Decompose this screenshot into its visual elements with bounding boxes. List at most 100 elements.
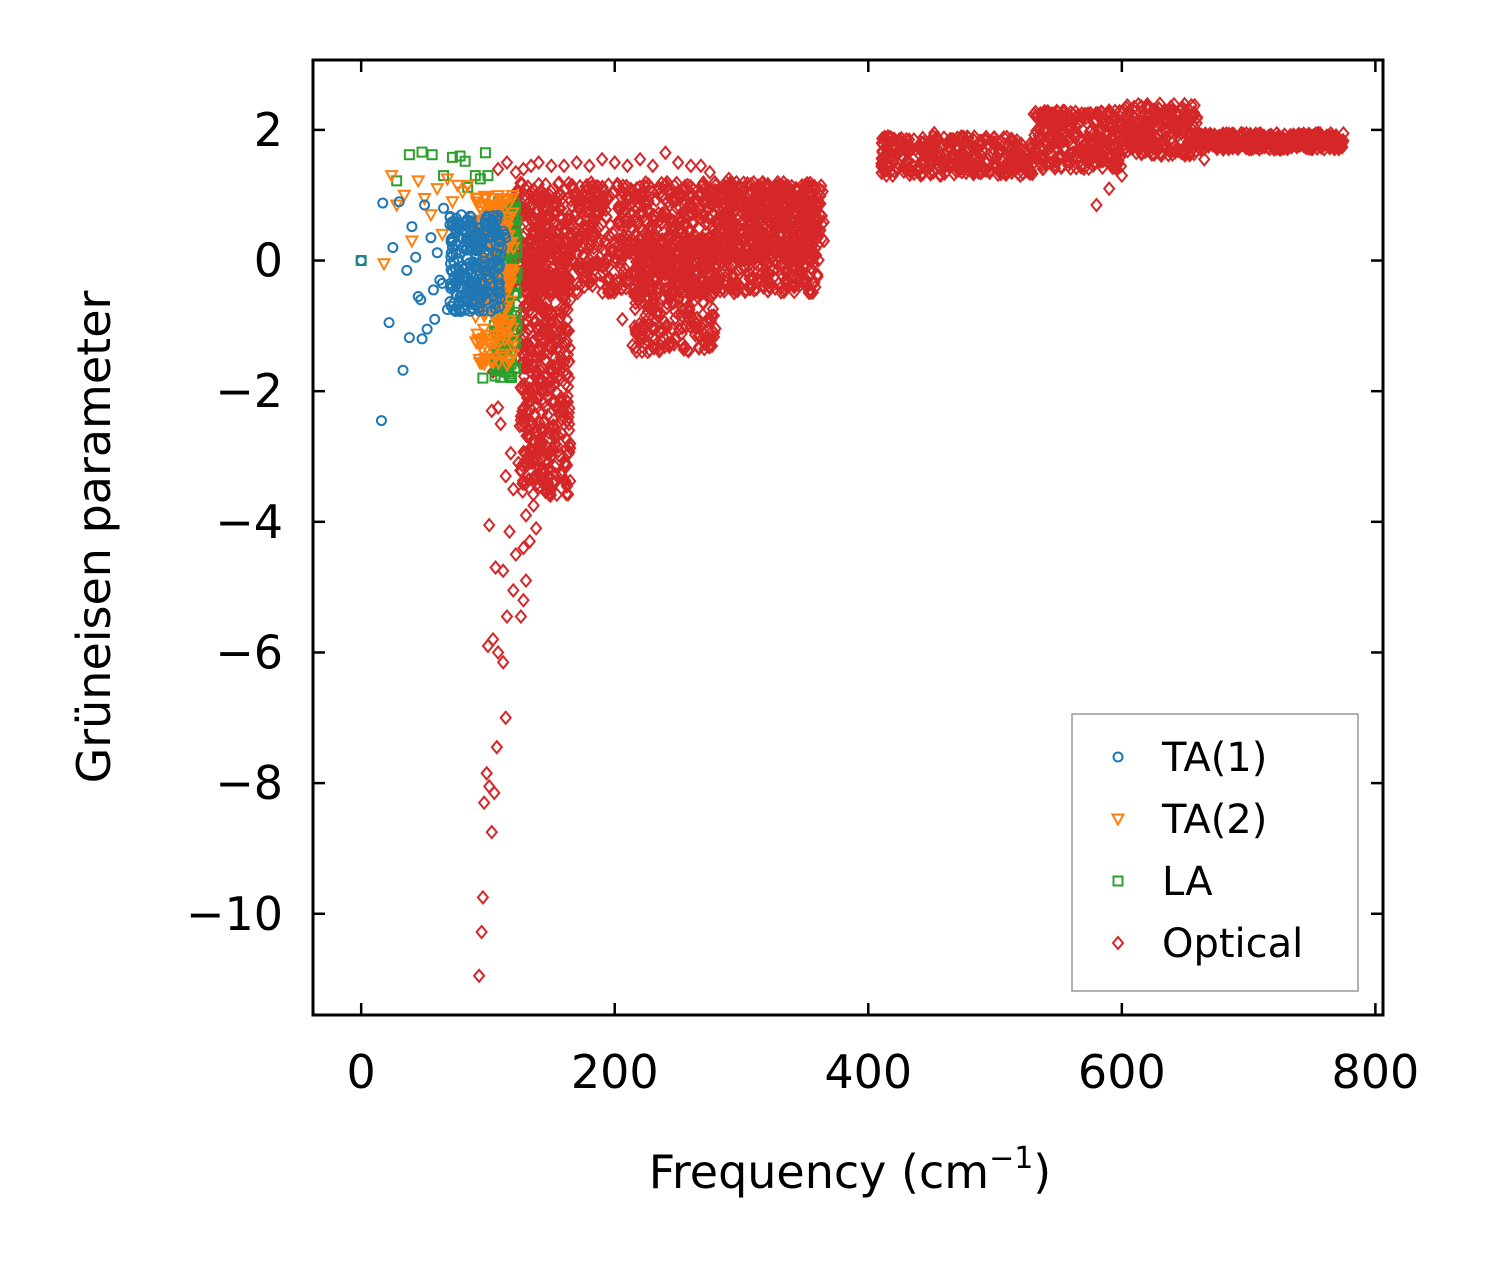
data-point	[685, 287, 699, 303]
data-point	[548, 350, 562, 366]
data-point	[460, 179, 475, 193]
data-point	[1117, 141, 1130, 158]
data-point	[530, 425, 543, 441]
data-point	[538, 302, 552, 318]
data-point	[767, 269, 781, 285]
data-point	[505, 192, 520, 206]
data-point	[1270, 125, 1284, 141]
data-point	[519, 507, 533, 523]
data-point	[639, 336, 653, 352]
data-point	[616, 264, 630, 280]
data-point	[533, 443, 547, 459]
data-point	[505, 348, 520, 362]
data-point	[491, 644, 505, 661]
data-point	[1115, 168, 1129, 184]
data-point	[960, 129, 974, 145]
data-point	[660, 317, 674, 333]
data-point	[609, 272, 622, 288]
data-point	[444, 219, 456, 231]
data-point	[579, 238, 592, 254]
data-point	[532, 389, 546, 406]
data-point	[517, 368, 531, 384]
data-point	[1167, 96, 1181, 112]
data-point	[562, 416, 576, 432]
data-point	[697, 195, 710, 211]
legend-label: TA(2)	[1161, 797, 1267, 843]
data-point	[557, 409, 570, 425]
data-point	[561, 378, 575, 395]
data-point	[1155, 146, 1168, 162]
data-point	[639, 260, 653, 276]
data-point	[645, 287, 659, 303]
data-point	[519, 573, 533, 589]
data-point	[427, 284, 439, 296]
data-point	[552, 312, 566, 328]
data-point	[881, 141, 894, 157]
data-point	[498, 228, 510, 240]
data-point	[446, 281, 458, 293]
data-point	[677, 264, 690, 280]
data-point	[673, 200, 687, 216]
data-point	[537, 189, 551, 205]
data-point	[649, 305, 663, 321]
data-point	[546, 250, 560, 267]
data-point	[532, 283, 546, 299]
data-point	[550, 316, 564, 332]
data-point	[533, 468, 547, 484]
data-point	[1176, 109, 1189, 125]
data-point	[545, 158, 558, 174]
data-point	[445, 196, 460, 210]
data-point	[482, 170, 494, 182]
data-point	[1295, 133, 1308, 149]
data-point	[625, 219, 638, 236]
data-point	[814, 188, 827, 204]
data-point	[507, 582, 520, 598]
data-point	[1188, 97, 1201, 113]
x-axis-label: Frequency (cm−1)	[649, 1141, 1052, 1199]
data-point	[502, 295, 518, 309]
data-point	[562, 250, 576, 266]
data-point	[554, 304, 568, 320]
data-point	[560, 333, 574, 349]
data-point	[445, 258, 457, 270]
data-point	[440, 173, 455, 187]
data-point	[650, 259, 663, 275]
data-point	[813, 195, 827, 211]
data-point	[531, 342, 545, 359]
data-point	[518, 360, 532, 376]
data-point	[1054, 112, 1068, 128]
plot-frame	[311, 58, 1385, 1017]
data-point	[558, 457, 572, 473]
data-point	[505, 340, 520, 354]
data-point	[491, 357, 506, 371]
data-point	[692, 339, 706, 355]
data-point	[1197, 151, 1211, 167]
data-point	[401, 264, 413, 276]
data-point	[530, 390, 544, 406]
data-point	[1227, 126, 1241, 142]
data-point	[560, 280, 574, 296]
data-point	[559, 293, 572, 309]
data-point	[1252, 141, 1266, 157]
data-point	[745, 233, 758, 249]
data-point	[410, 251, 422, 263]
data-point	[570, 154, 583, 171]
data-point	[502, 315, 518, 329]
data-point	[979, 129, 993, 145]
data-point	[792, 196, 805, 213]
data-point	[630, 274, 643, 290]
data-point	[709, 261, 722, 277]
data-point	[1014, 168, 1027, 184]
data-point	[471, 334, 486, 348]
data-point	[548, 427, 561, 443]
data-point	[604, 282, 618, 298]
data-point	[1135, 146, 1148, 162]
data-point	[492, 209, 504, 221]
data-point	[717, 195, 730, 211]
data-point	[1154, 107, 1167, 123]
data-point	[563, 211, 577, 227]
data-point	[441, 304, 453, 316]
data-point	[525, 207, 539, 223]
